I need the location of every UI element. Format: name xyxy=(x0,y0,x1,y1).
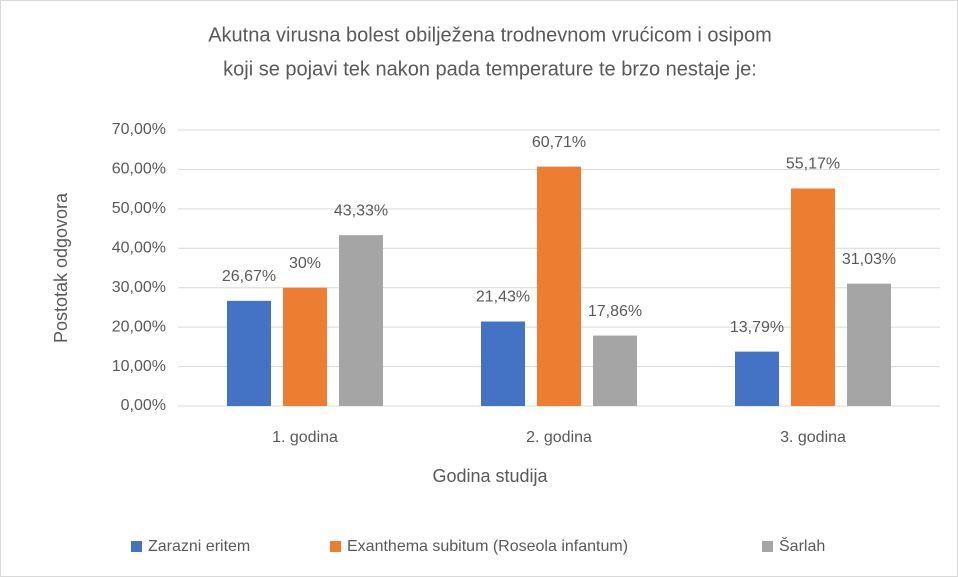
bar xyxy=(593,335,637,406)
legend-swatch xyxy=(762,541,773,552)
bar xyxy=(339,235,383,406)
y-tick-label: 50,00% xyxy=(112,200,166,217)
bar xyxy=(481,321,525,406)
legend-swatch xyxy=(330,541,341,552)
data-label: 31,03% xyxy=(842,251,896,268)
y-tick-label: 40,00% xyxy=(112,240,166,257)
x-tick-label: 2. godina xyxy=(526,429,592,446)
data-label: 55,17% xyxy=(786,156,840,173)
bar xyxy=(791,188,835,406)
y-tick-label: 0,00% xyxy=(121,397,166,414)
bar xyxy=(735,351,779,406)
data-label: 60,71% xyxy=(532,134,586,151)
x-tick-label: 3. godina xyxy=(780,429,846,446)
legend-label: Zarazni eritem xyxy=(148,538,250,555)
legend-swatch xyxy=(131,541,142,552)
bar xyxy=(537,166,581,406)
legend-label: Šarlah xyxy=(779,536,825,555)
bar xyxy=(283,287,327,406)
y-tick-label: 10,00% xyxy=(112,358,166,375)
y-tick-label: 20,00% xyxy=(112,318,166,335)
chart-title: Akutna virusna bolest obilježena trodnev… xyxy=(208,24,772,46)
y-tick-label: 30,00% xyxy=(112,279,166,296)
data-label: 30% xyxy=(289,255,321,272)
data-label: 43,33% xyxy=(334,202,388,219)
data-label: 17,86% xyxy=(588,303,642,320)
x-tick-label: 1. godina xyxy=(272,429,338,446)
bar xyxy=(847,283,891,406)
y-tick-label: 70,00% xyxy=(112,121,166,138)
legend-label: Exanthema subitum (Roseola infantum) xyxy=(347,538,628,555)
data-label: 13,79% xyxy=(730,319,784,336)
bar xyxy=(227,300,271,406)
y-axis-title: Postotak odgovora xyxy=(51,192,71,343)
chart-title: koji se pojavi tek nakon pada temperatur… xyxy=(223,58,757,80)
x-axis-title: Godina studija xyxy=(432,466,548,486)
y-tick-label: 60,00% xyxy=(112,161,166,178)
data-label: 26,67% xyxy=(222,268,276,285)
data-label: 21,43% xyxy=(476,289,530,306)
